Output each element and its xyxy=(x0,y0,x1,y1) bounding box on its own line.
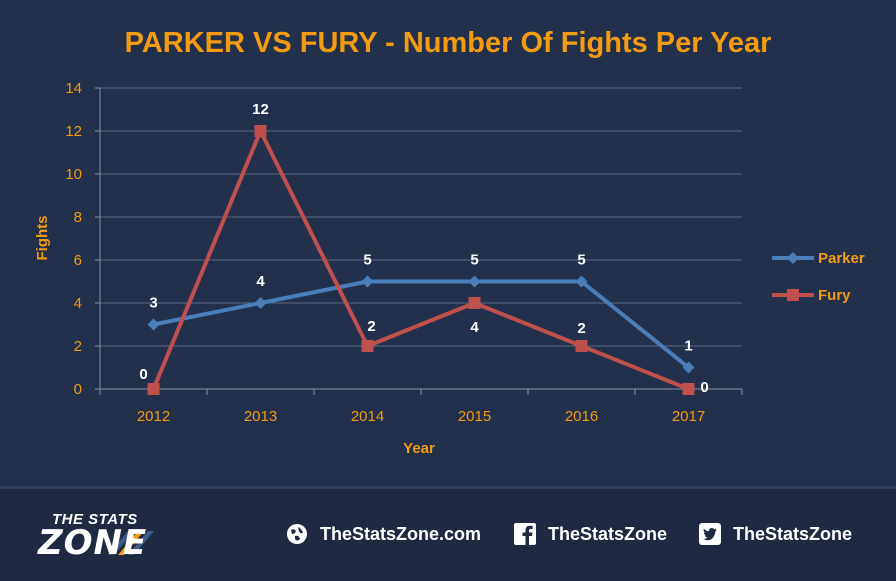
data-label-parker: 5 xyxy=(363,252,371,269)
y-tick-label: 8 xyxy=(74,209,82,226)
line-chart: PARKER VS FURY - Number Of Fights Per Ye… xyxy=(34,27,865,457)
stats-zone-logo: THE STATS ZONE xyxy=(34,507,194,567)
legend: Parker Fury xyxy=(772,250,865,304)
x-axis-label: Year xyxy=(403,440,435,457)
twitter-icon xyxy=(699,523,721,545)
footer-bar: THE STATS ZONE TheStatsZone.com TheStats… xyxy=(0,486,896,581)
facebook-link[interactable]: TheStatsZone xyxy=(514,523,667,545)
legend-label-fury: Fury xyxy=(818,287,851,304)
y-axis-label: Fights xyxy=(34,216,51,261)
data-label-parker: 5 xyxy=(470,252,478,269)
facebook-label: TheStatsZone xyxy=(548,523,668,544)
data-label-fury: 2 xyxy=(367,318,375,335)
legend-marker-parker xyxy=(787,252,799,264)
data-point-fury xyxy=(468,297,481,309)
y-tick-label: 6 xyxy=(74,252,82,269)
y-tick-label: 0 xyxy=(74,381,82,398)
data-point-fury xyxy=(361,340,374,352)
y-tick-label: 12 xyxy=(65,123,82,140)
series-lines xyxy=(147,125,695,395)
chart-title: PARKER VS FURY - Number Of Fights Per Ye… xyxy=(125,27,772,59)
website-label: TheStatsZone.com xyxy=(320,523,482,544)
data-point-fury xyxy=(682,383,695,395)
data-label-parker: 4 xyxy=(256,273,265,290)
data-point-parker xyxy=(682,361,695,374)
data-point-parker xyxy=(361,275,374,288)
data-label-fury: 0 xyxy=(139,366,147,383)
logo-text-bottom: ZONE xyxy=(38,523,148,563)
twitter-link[interactable]: TheStatsZone xyxy=(699,523,852,545)
y-tick-label: 2 xyxy=(74,338,82,355)
series-line-fury xyxy=(151,129,690,391)
data-label-parker: 5 xyxy=(577,252,585,269)
legend-label-parker: Parker xyxy=(818,250,865,267)
data-label-fury: 2 xyxy=(577,320,585,337)
logo-text-top: THE STATS xyxy=(52,511,138,528)
data-point-fury xyxy=(147,383,160,395)
facebook-icon xyxy=(514,523,536,545)
data-label-parker: 3 xyxy=(149,295,157,312)
y-tick-label: 14 xyxy=(65,80,82,97)
x-tick-label: 2016 xyxy=(565,408,598,425)
series-line-parker xyxy=(153,279,690,370)
x-tick-label: 2013 xyxy=(244,408,277,425)
data-point-fury xyxy=(575,340,588,352)
data-label-fury: 12 xyxy=(252,101,269,118)
x-tick-label: 2017 xyxy=(672,408,705,425)
gridlines xyxy=(100,87,742,347)
website-link[interactable]: TheStatsZone.com xyxy=(286,523,481,545)
y-tick-label: 4 xyxy=(74,295,82,312)
x-tick-label: 2014 xyxy=(351,408,384,425)
legend-marker-fury xyxy=(787,289,799,301)
data-point-fury xyxy=(254,125,267,137)
data-label-fury: 4 xyxy=(470,319,479,336)
data-point-parker xyxy=(147,318,160,331)
y-tick-label: 10 xyxy=(65,166,82,183)
logo-stripe-icon xyxy=(108,531,154,555)
x-tick-label: 2012 xyxy=(137,408,170,425)
twitter-label: TheStatsZone xyxy=(733,523,853,544)
data-point-parker xyxy=(468,275,481,288)
x-tick-label: 2015 xyxy=(458,408,491,425)
data-point-parker xyxy=(575,275,588,288)
globe-icon xyxy=(286,523,308,545)
data-label-fury: 0 xyxy=(700,379,708,396)
data-label-parker: 1 xyxy=(684,338,692,355)
data-point-parker xyxy=(254,297,267,309)
